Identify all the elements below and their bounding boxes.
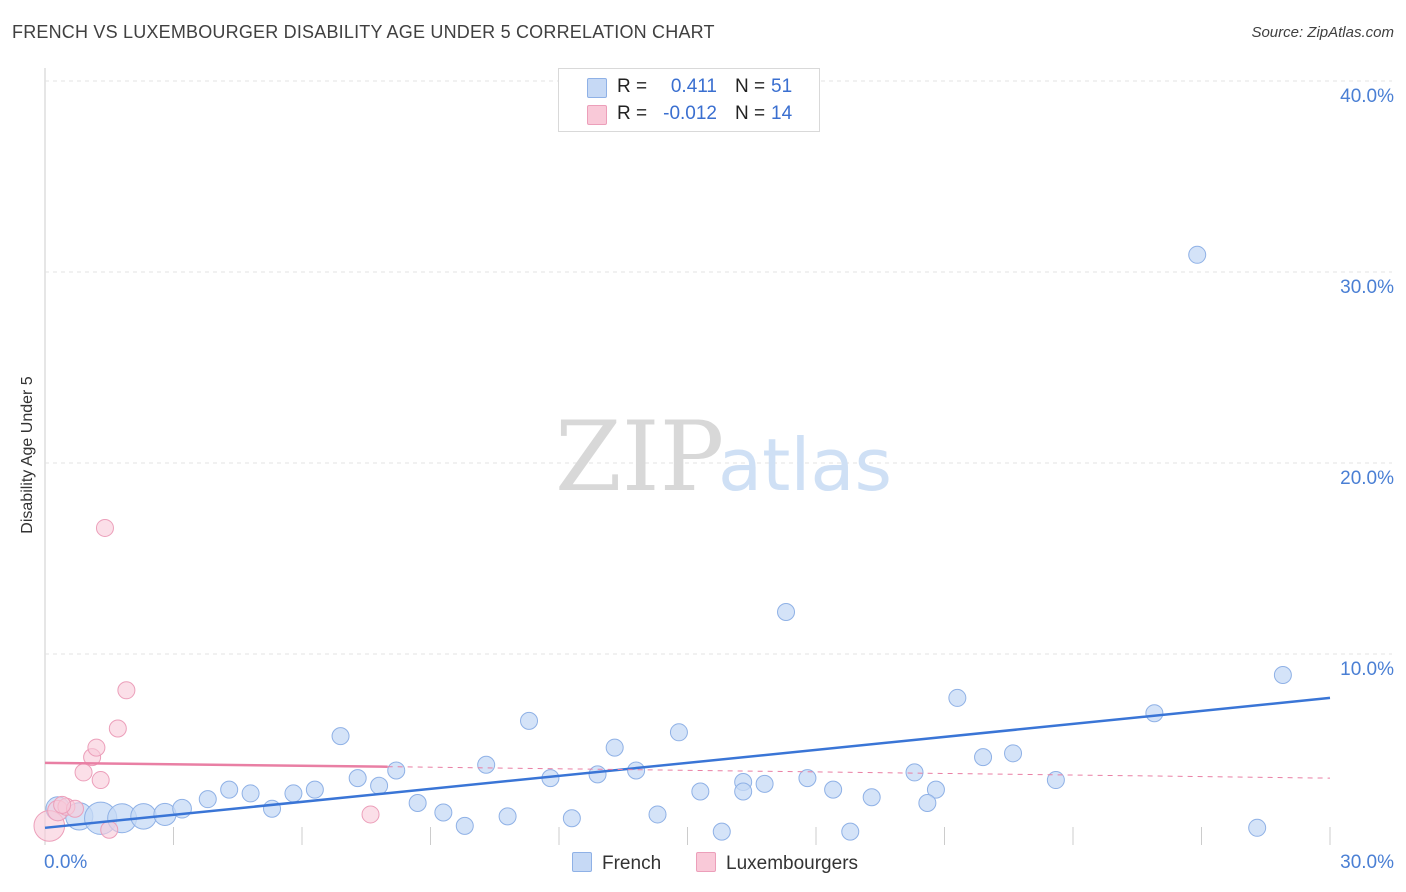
correlation-stats-box: R = 0.411 N = 51 R = -0.012 N = 14 xyxy=(558,68,820,132)
legend-swatch-luxembourgers xyxy=(696,852,716,872)
french-point xyxy=(220,780,239,799)
french-point xyxy=(926,780,945,799)
french-point xyxy=(824,780,843,799)
french-point xyxy=(712,822,731,841)
luxembourgers-point xyxy=(53,795,72,814)
french-point xyxy=(862,788,881,807)
french-point xyxy=(408,793,427,812)
french-point xyxy=(241,784,260,803)
luxembourgers-point xyxy=(91,771,110,790)
french-point xyxy=(387,761,406,780)
french-point xyxy=(1273,666,1292,685)
french-point xyxy=(284,784,303,803)
luxembourgers-point xyxy=(361,805,380,824)
luxembourgers-swatch xyxy=(587,105,607,125)
luxembourgers-point xyxy=(95,518,114,537)
source-label: Source: ZipAtlas.com xyxy=(1251,24,1394,41)
x-tick-label-max: 30.0% xyxy=(1340,852,1394,873)
french-swatch xyxy=(587,78,607,98)
french-point xyxy=(348,769,367,788)
legend-label-luxembourgers: Luxembourgers xyxy=(726,853,859,874)
y-tick-label-30: 30.0% xyxy=(1340,277,1394,298)
french-point xyxy=(798,769,817,788)
french-point xyxy=(1046,771,1065,790)
luxembourgers-point xyxy=(74,763,93,782)
french-point xyxy=(605,738,624,757)
french-point xyxy=(1145,704,1164,723)
legend-item-french[interactable]: French xyxy=(572,852,661,875)
luxembourgers-point xyxy=(117,681,136,700)
french-point xyxy=(455,816,474,835)
french-point xyxy=(627,761,646,780)
y-tick-label-10: 10.0% xyxy=(1340,659,1394,680)
french-point xyxy=(477,755,496,774)
french-point xyxy=(777,602,796,621)
legend-label-french: French xyxy=(602,853,662,874)
french-point xyxy=(434,803,453,822)
french-point xyxy=(331,727,350,746)
n-label: N = xyxy=(735,103,766,124)
r-label: R = xyxy=(617,76,648,97)
french-point xyxy=(918,793,937,812)
n-value: 14 xyxy=(771,103,793,124)
french-point xyxy=(755,774,774,793)
r-value: 0.411 xyxy=(670,76,717,97)
luxembourgers-trend-line xyxy=(44,761,388,768)
french-point xyxy=(520,711,539,730)
french-point xyxy=(198,790,217,809)
x-tick-label-min: 0.0% xyxy=(44,852,88,873)
legend-item-luxembourgers[interactable]: Luxembourgers xyxy=(696,852,858,875)
french-point xyxy=(648,805,667,824)
french-point xyxy=(498,807,517,826)
luxembourgers-point xyxy=(108,719,127,738)
french-point xyxy=(669,723,688,742)
french-point xyxy=(734,782,753,801)
french-point xyxy=(370,776,389,795)
french-point xyxy=(905,763,924,782)
french-point xyxy=(588,765,607,784)
luxembourgers-point xyxy=(100,820,119,839)
watermark-atlas: atlas xyxy=(718,423,892,507)
french-point xyxy=(1188,245,1207,264)
y-tick-label-20: 20.0% xyxy=(1340,468,1394,489)
stats-row-french: R = 0.411 N = 51 xyxy=(559,74,819,100)
n-label: N = xyxy=(735,76,766,97)
legend-swatch-french xyxy=(572,852,592,872)
french-point xyxy=(1004,744,1023,763)
french-point xyxy=(948,688,967,707)
watermark: ZIP atlas xyxy=(555,401,892,513)
french-point xyxy=(562,809,581,828)
luxembourgers-trend-extension xyxy=(387,766,1331,779)
french-point xyxy=(974,748,993,767)
chart-title: FRENCH VS LUXEMBOURGER DISABILITY AGE UN… xyxy=(12,22,715,42)
r-label: R = xyxy=(617,103,648,124)
french-point xyxy=(305,780,324,799)
french-point xyxy=(841,822,860,841)
luxembourgers-point xyxy=(87,738,106,757)
french-point xyxy=(1248,818,1267,837)
r-value: -0.012 xyxy=(663,103,717,124)
french-point xyxy=(691,782,710,801)
y-tick-label-40: 40.0% xyxy=(1340,86,1394,107)
watermark-zip: ZIP xyxy=(555,401,724,513)
french-trend-line xyxy=(44,696,1331,830)
n-value: 51 xyxy=(771,76,793,97)
french-point xyxy=(263,799,282,818)
stats-row-luxembourgers: R = -0.012 N = 14 xyxy=(559,101,819,127)
